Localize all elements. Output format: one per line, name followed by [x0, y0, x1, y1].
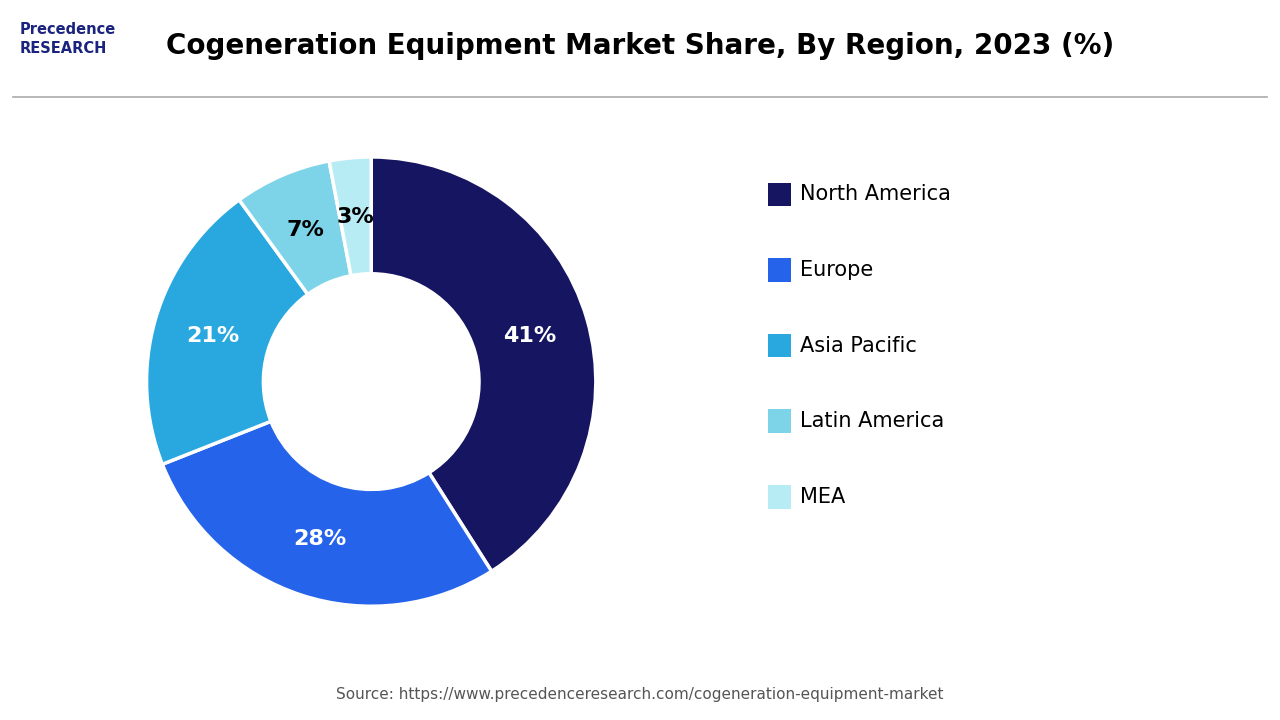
Text: 21%: 21% — [186, 325, 239, 346]
Wedge shape — [371, 157, 595, 571]
Text: Latin America: Latin America — [800, 411, 945, 431]
Text: Precedence
RESEARCH: Precedence RESEARCH — [19, 22, 115, 56]
Text: 41%: 41% — [503, 325, 557, 346]
Wedge shape — [239, 161, 351, 294]
Text: North America: North America — [800, 184, 951, 204]
Wedge shape — [163, 421, 492, 606]
Text: Cogeneration Equipment Market Share, By Region, 2023 (%): Cogeneration Equipment Market Share, By … — [166, 32, 1114, 60]
Wedge shape — [329, 157, 371, 276]
Text: 3%: 3% — [337, 207, 375, 228]
Text: MEA: MEA — [800, 487, 845, 507]
Wedge shape — [147, 200, 307, 464]
Text: Asia Pacific: Asia Pacific — [800, 336, 916, 356]
Text: Source: https://www.precedenceresearch.com/cogeneration-equipment-market: Source: https://www.precedenceresearch.c… — [337, 687, 943, 702]
Text: 28%: 28% — [293, 528, 347, 549]
Text: 7%: 7% — [287, 220, 325, 240]
Text: Europe: Europe — [800, 260, 873, 280]
